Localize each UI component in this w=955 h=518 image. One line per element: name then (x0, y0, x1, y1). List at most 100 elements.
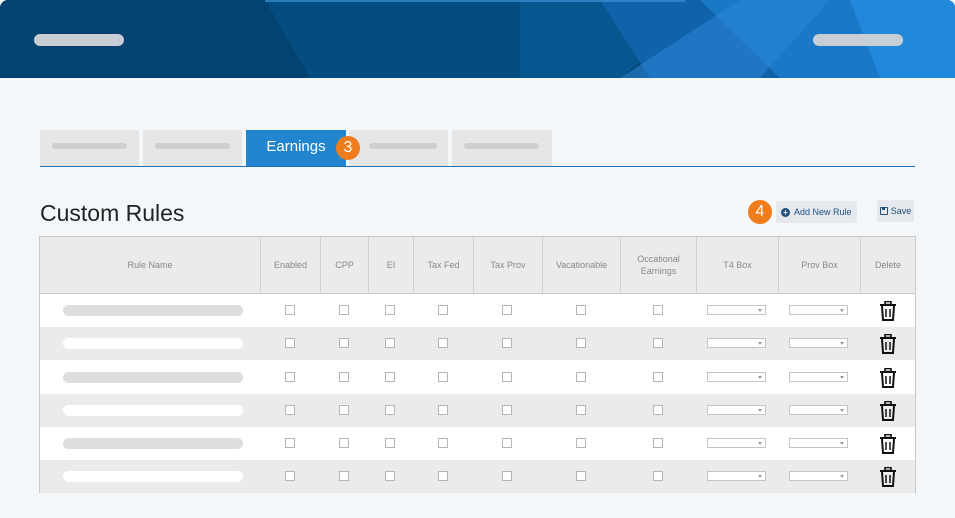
row-checkbox[interactable] (285, 338, 295, 348)
t4-box-select[interactable] (707, 471, 766, 481)
save-button[interactable]: Save (877, 200, 914, 222)
row-checkbox[interactable] (385, 405, 395, 415)
row-checkbox[interactable] (576, 471, 586, 481)
row-checkbox[interactable] (576, 372, 586, 382)
trash-icon[interactable] (879, 401, 897, 421)
trash-icon[interactable] (879, 467, 897, 487)
table-row (40, 361, 915, 394)
row-checkbox[interactable] (385, 372, 395, 382)
row-checkbox[interactable] (385, 338, 395, 348)
t4-box-select[interactable] (707, 338, 766, 348)
column-header: Delete (860, 237, 915, 293)
row-checkbox[interactable] (653, 338, 663, 348)
row-checkbox[interactable] (438, 405, 448, 415)
rule-name-placeholder (63, 438, 243, 449)
add-new-rule-label: Add New Rule (794, 207, 852, 217)
row-checkbox[interactable] (339, 438, 349, 448)
row-checkbox[interactable] (285, 372, 295, 382)
app-header (0, 0, 955, 78)
column-header: Rule Name (127, 260, 173, 270)
prov-box-select[interactable] (789, 305, 848, 315)
row-checkbox[interactable] (285, 471, 295, 481)
step-badge-3: 3 (336, 136, 360, 160)
row-checkbox[interactable] (438, 372, 448, 382)
row-checkbox[interactable] (502, 305, 512, 315)
add-new-rule-button[interactable]: + Add New Rule (776, 201, 857, 223)
column-header: T4 Box (696, 237, 778, 293)
tab-label-placeholder (155, 143, 230, 149)
row-checkbox[interactable] (285, 405, 295, 415)
row-checkbox[interactable] (339, 305, 349, 315)
row-checkbox[interactable] (339, 338, 349, 348)
save-label: Save (890, 206, 912, 216)
row-checkbox[interactable] (438, 338, 448, 348)
column-header: EI (368, 237, 413, 293)
row-checkbox[interactable] (576, 405, 586, 415)
row-checkbox[interactable] (339, 471, 349, 481)
prov-box-select[interactable] (789, 372, 848, 382)
row-checkbox[interactable] (285, 438, 295, 448)
row-checkbox[interactable] (385, 305, 395, 315)
header-background (0, 0, 955, 78)
trash-icon[interactable] (879, 301, 897, 321)
prov-box-select[interactable] (789, 338, 848, 348)
row-checkbox[interactable] (502, 338, 512, 348)
trash-icon[interactable] (879, 368, 897, 388)
column-header: Tax Prov (473, 237, 542, 293)
row-checkbox[interactable] (438, 305, 448, 315)
prov-box-select[interactable] (789, 405, 848, 415)
t4-box-select[interactable] (707, 438, 766, 448)
t4-box-select[interactable] (707, 305, 766, 315)
page-title: Custom Rules (40, 200, 185, 226)
row-checkbox[interactable] (502, 438, 512, 448)
row-checkbox[interactable] (502, 372, 512, 382)
custom-rules-table: Rule Name Enabled CPP EI Tax Fed Tax Pro… (39, 236, 916, 493)
table-row (40, 427, 915, 460)
row-checkbox[interactable] (285, 305, 295, 315)
column-header: Prov Box (778, 237, 860, 293)
table-header: Rule Name Enabled CPP EI Tax Fed Tax Pro… (40, 237, 915, 294)
row-checkbox[interactable] (339, 405, 349, 415)
t4-box-select[interactable] (707, 405, 766, 415)
tab-1[interactable] (40, 130, 139, 166)
tab-earnings[interactable]: Earnings (246, 130, 346, 166)
row-checkbox[interactable] (653, 372, 663, 382)
row-checkbox[interactable] (653, 438, 663, 448)
rule-name-placeholder (63, 305, 243, 316)
table-row (40, 294, 915, 327)
tab-4[interactable] (349, 130, 448, 166)
row-checkbox[interactable] (385, 438, 395, 448)
tab-earnings-label: Earnings (266, 138, 326, 155)
tab-2[interactable] (143, 130, 242, 166)
tab-label-placeholder (52, 143, 127, 149)
row-checkbox[interactable] (576, 338, 586, 348)
row-checkbox[interactable] (653, 305, 663, 315)
rule-name-placeholder (63, 471, 243, 482)
column-header: Vacationable (542, 237, 620, 293)
row-checkbox[interactable] (653, 471, 663, 481)
trash-icon[interactable] (879, 334, 897, 354)
row-checkbox[interactable] (576, 305, 586, 315)
row-checkbox[interactable] (576, 438, 586, 448)
tab-label-placeholder (464, 143, 539, 149)
row-checkbox[interactable] (438, 471, 448, 481)
row-checkbox[interactable] (438, 438, 448, 448)
tab-bar: Earnings (40, 130, 915, 167)
row-checkbox[interactable] (339, 372, 349, 382)
row-checkbox[interactable] (653, 405, 663, 415)
prov-box-select[interactable] (789, 438, 848, 448)
row-checkbox[interactable] (502, 405, 512, 415)
step-badge-4: 4 (748, 200, 772, 224)
plus-circle-icon: + (781, 207, 790, 217)
rule-name-placeholder (63, 405, 243, 416)
prov-box-select[interactable] (789, 471, 848, 481)
user-menu-placeholder[interactable] (813, 34, 903, 46)
column-header: Occational Earnings (620, 237, 696, 293)
tab-5[interactable] (452, 130, 552, 166)
row-checkbox[interactable] (502, 471, 512, 481)
save-disk-icon (879, 207, 888, 215)
trash-icon[interactable] (879, 434, 897, 454)
t4-box-select[interactable] (707, 372, 766, 382)
row-checkbox[interactable] (385, 471, 395, 481)
table-row (40, 394, 915, 427)
